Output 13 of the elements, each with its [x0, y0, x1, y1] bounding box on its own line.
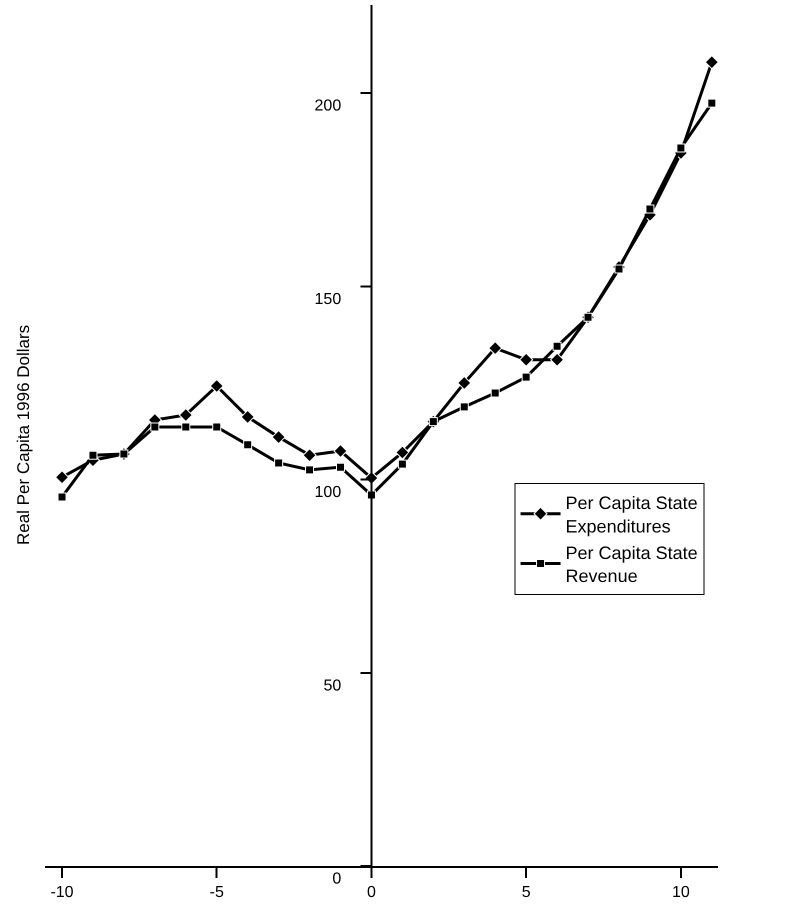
- x-tick-label: -5: [210, 884, 224, 902]
- legend-label: Per Capita State Revenue: [566, 542, 698, 586]
- x-tick-label: 0: [366, 884, 376, 902]
- y-tick-label: 50: [323, 677, 342, 694]
- y-tick-label: 100: [314, 484, 342, 502]
- legend-label: Per Capita State Expenditures: [566, 493, 698, 536]
- y-axis-title: Real Per Capita 1996 Dollars: [14, 324, 33, 545]
- x-tick-label: 5: [522, 884, 531, 902]
- x-tick-label: 10: [672, 884, 690, 902]
- y-tick-label: 150: [314, 290, 342, 308]
- y-tick-label: 0: [332, 870, 342, 888]
- x-tick-label: -10: [50, 884, 74, 902]
- y-tick-label: 200: [314, 98, 342, 115]
